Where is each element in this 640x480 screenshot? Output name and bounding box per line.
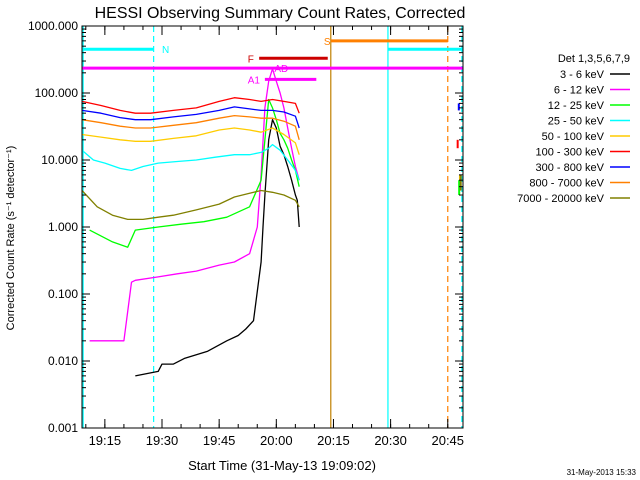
plot-frame <box>81 25 464 429</box>
y-axis-label: Corrected Count Rate (s⁻¹ detector⁻¹) <box>5 146 17 331</box>
x-tick-label: 20:15 <box>317 433 350 448</box>
legend-title: Det 1,3,5,6,7,9 <box>558 53 630 65</box>
y-tick-label: 0.001 <box>48 421 78 435</box>
legend-label-2: 12 - 25 keV <box>548 100 605 112</box>
legend-label-0: 3 - 6 keV <box>560 69 605 81</box>
flag-label-a1: A1 <box>248 75 261 86</box>
plot-area <box>82 26 463 428</box>
chart-title: HESSI Observing Summary Count Rates, Cor… <box>95 5 466 22</box>
series-line-7 <box>81 114 300 140</box>
x-tick-label: 20:30 <box>374 433 407 448</box>
x-tick-label: 19:45 <box>203 433 236 448</box>
axes: 0.001 0.010 0.100 1.000 10.000 100.000 1000.00… <box>28 19 464 448</box>
series-layer <box>81 68 462 377</box>
legend-label-8: 7000 - 20000 keV <box>517 193 605 205</box>
legend: 3 - 6 keV 6 - 12 keV 12 - 25 keV 25 - 50 ke… <box>517 69 630 205</box>
series-line-5 <box>81 97 300 114</box>
legend-label-1: 6 - 12 keV <box>554 85 605 97</box>
legend-label-5: 100 - 300 keV <box>536 147 605 159</box>
series-line-3 <box>81 143 300 181</box>
x-tick-label: 19:15 <box>89 433 122 448</box>
legend-label-7: 800 - 7000 keV <box>529 178 604 190</box>
x-tick-label: 19:30 <box>146 433 179 448</box>
series-line-6 <box>81 106 300 129</box>
series-line-0 <box>135 119 300 377</box>
series-line-8 <box>81 189 300 221</box>
x-tick-label: 20:45 <box>431 433 464 448</box>
flag-label-ad: AD <box>274 64 288 75</box>
x-axis-label: Start Time (31-May-13 19:09:02) <box>188 458 376 473</box>
flag-label-f: F <box>248 54 254 65</box>
flag-label-n: N <box>162 45 169 56</box>
y-tick-label: 10.000 <box>41 153 78 167</box>
flag-bars: N S F AD A1 <box>82 37 463 86</box>
y-tick-label: 1.000 <box>48 220 78 234</box>
legend-label-4: 50 - 100 keV <box>542 131 605 143</box>
legend-label-3: 25 - 50 keV <box>548 116 605 128</box>
series-line-1 <box>89 68 300 342</box>
y-tick-label: 0.010 <box>48 354 78 368</box>
y-tick-label: 100.000 <box>35 86 79 100</box>
footer-timestamp: 31-May-2013 15:33 <box>567 468 637 477</box>
flag-label-s: S <box>324 37 331 48</box>
legend-label-6: 300 - 800 keV <box>536 162 605 174</box>
y-tick-label: 1000.000 <box>28 19 78 33</box>
x-tick-label: 20:00 <box>260 433 293 448</box>
series-line-2 <box>89 98 300 248</box>
y-tick-label: 0.100 <box>48 287 78 301</box>
series-line-4 <box>81 127 300 155</box>
